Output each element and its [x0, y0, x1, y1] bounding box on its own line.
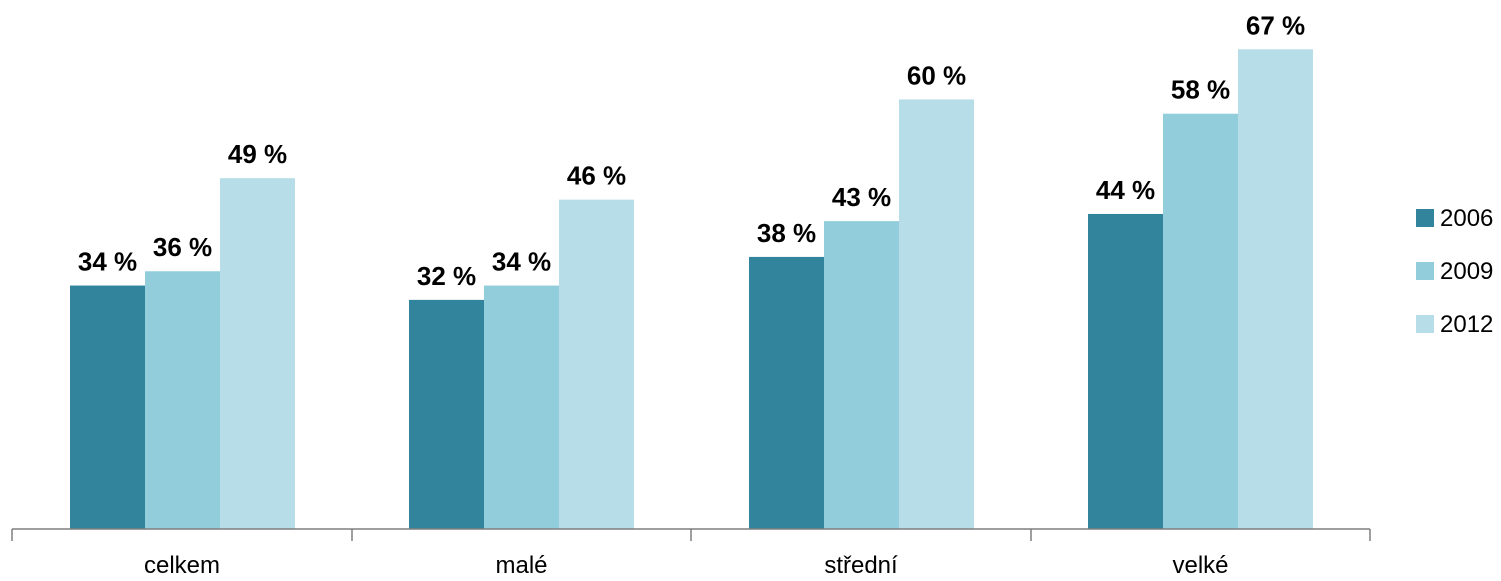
data-label: 58 %	[1171, 75, 1230, 105]
bar-2006-1	[70, 285, 145, 529]
bar-2009-2	[484, 285, 559, 529]
bar-2009-3	[824, 221, 899, 529]
data-label: 34 %	[492, 247, 551, 277]
data-label: 36 %	[153, 232, 212, 262]
legend: 2006 2009 2012	[1416, 205, 1493, 338]
category-labels-group: celkem malé střední velké	[144, 552, 1229, 579]
data-labels-group: 34 % 32 % 38 % 44 % 36 % 34 % 43 % 58 % 49 % 46 %…	[78, 10, 1305, 291]
bars-group	[70, 49, 1313, 530]
category-label: velké	[1172, 552, 1228, 579]
bar-2012-3	[899, 99, 974, 530]
legend-label: 2012	[1440, 311, 1493, 338]
data-label: 49 %	[228, 139, 287, 169]
category-label: malé	[495, 552, 547, 579]
x-axis	[11, 528, 1371, 541]
data-label: 34 %	[78, 247, 137, 277]
bar-2006-4	[1088, 213, 1163, 529]
data-label: 46 %	[567, 161, 626, 191]
data-label: 43 %	[832, 182, 891, 212]
category-label: celkem	[144, 552, 220, 579]
bar-2012-1	[220, 178, 295, 529]
data-label: 32 %	[417, 261, 476, 291]
legend-swatch	[1416, 262, 1434, 280]
bar-2009-4	[1163, 113, 1238, 529]
bar-2006-3	[749, 256, 824, 529]
category-label: střední	[824, 552, 898, 579]
data-label: 67 %	[1246, 10, 1305, 40]
bar-2012-4	[1238, 49, 1313, 529]
data-label: 44 %	[1096, 175, 1155, 205]
legend-swatch	[1416, 209, 1434, 227]
legend-label: 2009	[1440, 258, 1493, 285]
legend-label: 2006	[1440, 205, 1493, 232]
bar-2006-2	[409, 299, 484, 529]
bar-2009-1	[145, 271, 220, 529]
legend-swatch	[1416, 315, 1434, 333]
bar-2012-2	[559, 199, 634, 529]
data-label: 38 %	[757, 218, 816, 248]
data-label: 60 %	[907, 60, 966, 90]
